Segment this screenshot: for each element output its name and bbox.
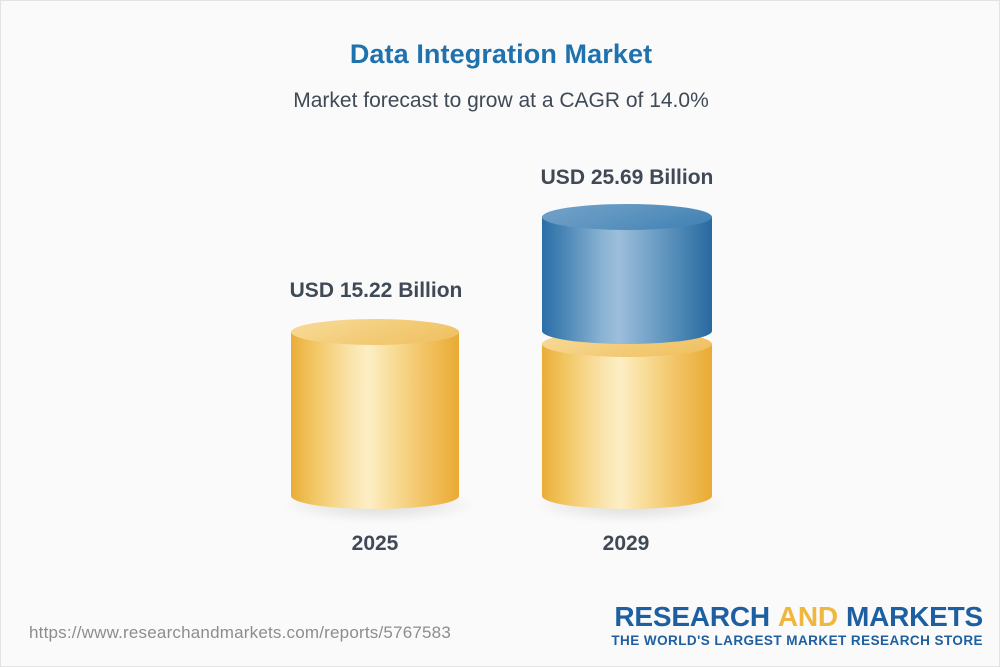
logo-word-research: RESEARCH [614, 601, 770, 632]
data-label-2025: USD 15.22 Billion [289, 279, 463, 302]
brand-logo[interactable]: RESEARCH AND MARKETS THE WORLD'S LARGEST M… [611, 602, 983, 649]
logo-word-and: AND [777, 601, 838, 632]
bar-body-2025 [291, 332, 459, 496]
source-url[interactable]: https://www.researchandmarkets.com/repor… [29, 623, 451, 642]
logo-tagline: THE WORLD'S LARGEST MARKET RESEARCH STOR… [611, 633, 983, 649]
chart-subtitle: Market forecast to grow at a CAGR of 14.… [293, 89, 709, 112]
category-label-2025: 2025 [351, 532, 399, 555]
bar-cylinder-2029-base-segment [542, 331, 712, 509]
logo-word-markets: MARKETS [845, 601, 983, 632]
data-label-2029: USD 25.69 Billion [540, 166, 714, 189]
page-title: Data Integration Market [349, 39, 653, 69]
bar-cylinder-2025 [291, 319, 459, 509]
bar-top-ellipse-2029-growth [542, 204, 712, 230]
plot-area: USD 15.22 Billion 2025 USD 25.69 Billion [1, 1, 999, 601]
bar-cylinder-2029-growth-segment [542, 204, 712, 344]
bar-body-2029-growth [542, 217, 712, 331]
category-label-2029: 2029 [602, 532, 650, 555]
bar-body-2029-base [542, 344, 712, 496]
bar-top-ellipse-2025 [291, 319, 459, 345]
logo-wordmark: RESEARCH AND MARKETS [611, 602, 983, 631]
